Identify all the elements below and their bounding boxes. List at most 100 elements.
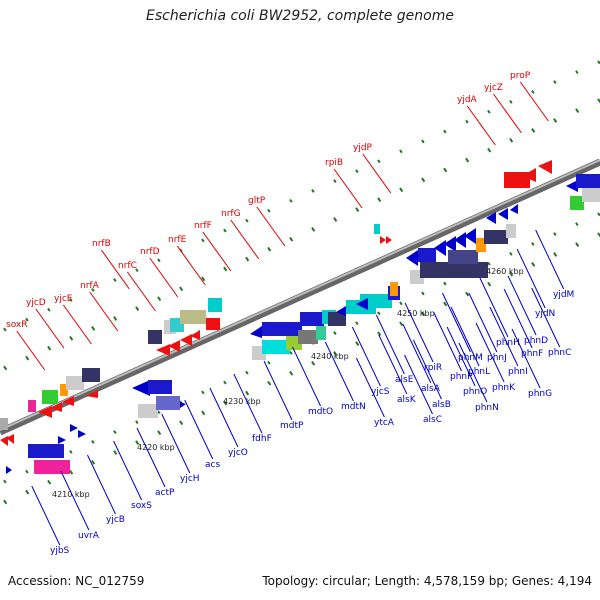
gene-label-alsC: alsC: [423, 415, 442, 425]
position-tick: [597, 98, 600, 104]
gene-label-nrfB: nrfB: [92, 239, 111, 249]
gene-label-phnN: phnN: [475, 403, 499, 413]
position-tick: [47, 479, 52, 485]
leader-line: [263, 360, 293, 421]
position-tick: [355, 321, 359, 326]
position-tick: [267, 380, 272, 386]
leader-line: [100, 249, 130, 290]
position-tick: [421, 177, 426, 183]
position-tick: [47, 307, 51, 312]
position-tick: [25, 469, 29, 474]
position-tick: [201, 238, 205, 243]
position-tick: [487, 147, 492, 153]
gene-label-nrfD: nrfD: [140, 247, 160, 257]
position-tick: [377, 311, 381, 316]
position-tick: [399, 187, 404, 193]
leader-line: [404, 302, 434, 363]
position-tick: [245, 218, 249, 223]
position-tick: [311, 189, 315, 193]
leader-line: [535, 229, 565, 290]
leader-line: [404, 354, 433, 415]
kbp-label: 4230 kbp: [223, 397, 261, 406]
position-tick: [575, 70, 579, 75]
position-tick: [223, 228, 227, 233]
position-tick: [443, 281, 447, 286]
leader-line: [468, 292, 498, 353]
gene-label-phnL: phnL: [468, 367, 490, 377]
gene-label-phnG: phnG: [528, 389, 552, 399]
gene-label-uvrA: uvrA: [78, 531, 100, 541]
gene-label-phnH: phnH: [496, 338, 520, 348]
gene-label-mdtP: mdtP: [280, 421, 304, 431]
position-tick: [311, 227, 316, 232]
kbp-label: 4210 kbp: [52, 490, 90, 499]
position-tick: [135, 268, 139, 273]
gene-label-yjdN: yjdN: [535, 309, 555, 319]
gene-label-yjbS: yjbS: [50, 546, 70, 556]
leader-line: [351, 326, 381, 387]
position-tick: [487, 261, 491, 266]
reverse-leader-lines: [31, 229, 565, 546]
position-tick: [399, 301, 403, 306]
position-tick: [201, 390, 205, 395]
leader-line: [324, 341, 354, 402]
position-tick: [47, 345, 52, 351]
leader-line: [230, 219, 260, 260]
leader-line: [60, 470, 90, 531]
gene-label-phnI: phnI: [508, 367, 528, 377]
leader-line: [87, 454, 116, 515]
gene-label-soxS: soxS: [131, 501, 152, 511]
accession-label: Accession: NC_012759: [8, 574, 145, 588]
position-tick: [113, 278, 117, 282]
position-tick: [399, 149, 403, 154]
gene-label-yjdA: yjdA: [457, 95, 478, 105]
position-tick: [487, 109, 491, 114]
leader-line: [375, 314, 405, 375]
position-tick: [157, 258, 161, 263]
position-tick: [355, 207, 360, 212]
position-tick: [333, 331, 337, 335]
leader-line: [113, 440, 143, 501]
leader-line: [176, 245, 206, 286]
kbp-label: 4220 kbp: [137, 443, 175, 452]
position-tick: [531, 262, 536, 267]
leader-line: [333, 168, 363, 209]
leader-line: [89, 291, 119, 332]
leader-line: [362, 153, 392, 194]
position-tick: [575, 222, 579, 227]
leader-line: [466, 105, 496, 146]
position-tick: [157, 410, 161, 415]
leader-line: [446, 326, 476, 387]
leader-line: [503, 288, 533, 349]
position-tick: [531, 242, 535, 246]
position-tick: [223, 266, 228, 272]
position-tick: [333, 217, 338, 222]
leader-line: [233, 373, 263, 434]
position-tick: [135, 306, 140, 311]
position-tick: [421, 139, 425, 144]
gene-label-ytcA: ytcA: [374, 418, 395, 428]
kbp-label: 4260 kbp: [486, 267, 524, 276]
position-tick: [333, 351, 338, 356]
position-tick: [135, 440, 140, 445]
position-tick: [3, 327, 7, 332]
map-title: Escherichia coli BW2952, complete genome: [146, 8, 454, 24]
gene-label-alsE: alsE: [395, 375, 414, 385]
leader-line: [202, 231, 232, 272]
leader-line: [402, 323, 432, 384]
position-tick: [91, 440, 95, 444]
position-tick: [289, 370, 294, 376]
gene-label-mdtN: mdtN: [341, 402, 366, 412]
leader-line: [441, 292, 471, 353]
position-tick: [223, 400, 228, 406]
leader-line: [378, 334, 408, 395]
position-tick: [3, 479, 7, 484]
position-tick: [355, 169, 359, 174]
leader-line: [16, 330, 46, 371]
leader-line: [149, 257, 179, 298]
position-tick: [135, 420, 139, 425]
gene-label-phnC: phnC: [548, 348, 571, 358]
leader-line: [493, 93, 522, 134]
position-tick: [267, 360, 271, 365]
position-tick: [3, 365, 8, 371]
